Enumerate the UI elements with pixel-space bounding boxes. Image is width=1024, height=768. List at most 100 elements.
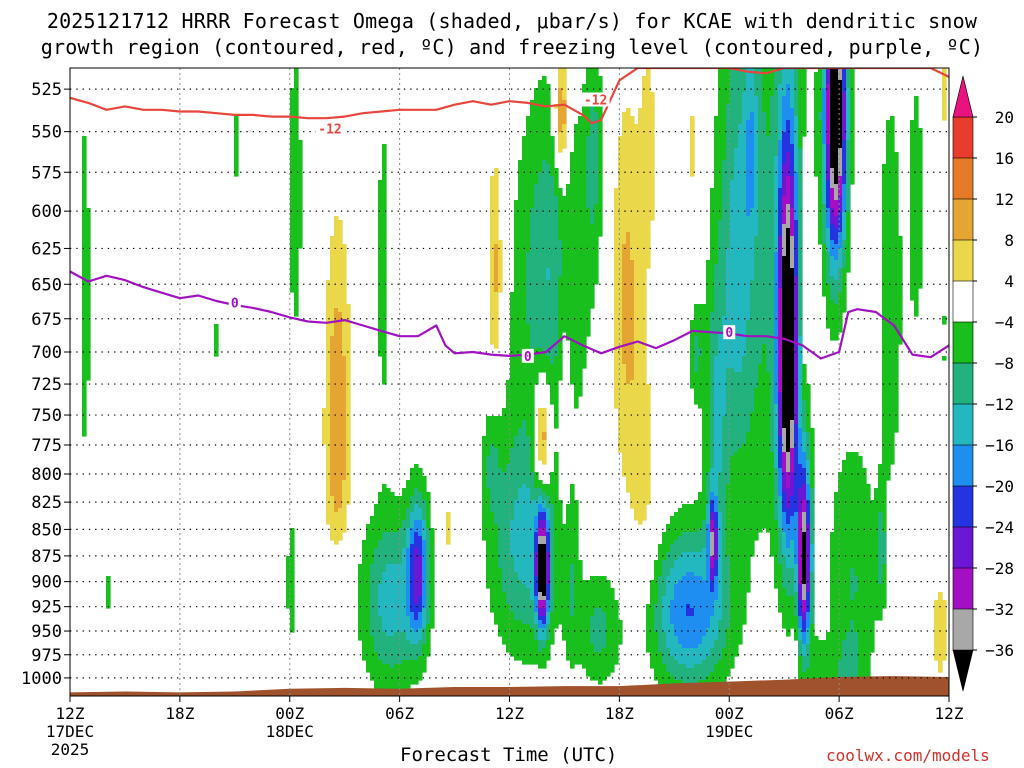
omega-cell bbox=[334, 216, 339, 221]
omega-cell bbox=[622, 340, 635, 345]
omega-cell bbox=[794, 364, 799, 369]
omega-cell bbox=[710, 524, 715, 529]
omega-cell bbox=[790, 444, 795, 449]
omega-cell bbox=[618, 136, 655, 141]
omega-cell bbox=[758, 368, 767, 373]
omega-cell bbox=[882, 568, 887, 573]
omega-cell bbox=[802, 376, 807, 381]
omega-cell bbox=[794, 280, 799, 285]
omega-cell bbox=[798, 532, 803, 537]
omega-cell bbox=[842, 640, 859, 645]
omega-cell bbox=[850, 112, 855, 117]
omega-cell bbox=[358, 564, 371, 569]
contour-label: 0 bbox=[725, 326, 733, 341]
omega-cell bbox=[774, 352, 779, 357]
omega-cell bbox=[642, 92, 655, 97]
omega-cell bbox=[538, 664, 547, 669]
omega-cell bbox=[606, 612, 619, 617]
omega-cell bbox=[542, 592, 547, 597]
omega-cell bbox=[534, 484, 559, 489]
colorbar-bottom-arrow bbox=[952, 649, 974, 692]
omega-cell bbox=[486, 424, 523, 429]
omega-cell bbox=[374, 548, 403, 553]
omega-cell bbox=[234, 120, 239, 125]
omega-cell bbox=[822, 180, 827, 185]
omega-cell bbox=[758, 372, 771, 377]
omega-cell bbox=[802, 500, 807, 505]
omega-cell bbox=[822, 164, 827, 169]
omega-cell bbox=[498, 540, 511, 545]
omega-cell bbox=[882, 324, 903, 329]
omega-cell bbox=[570, 612, 575, 617]
omega-cell bbox=[726, 264, 755, 269]
omega-cell bbox=[518, 168, 543, 173]
omega-cell bbox=[634, 364, 647, 369]
omega-cell bbox=[794, 212, 799, 217]
omega-cell bbox=[846, 632, 859, 637]
omega-cell bbox=[778, 456, 783, 461]
omega-cell bbox=[850, 596, 855, 601]
credit-link[interactable]: coolwx.com/models bbox=[826, 746, 990, 765]
omega-cell bbox=[518, 196, 535, 201]
omega-cell bbox=[326, 396, 331, 401]
omega-cell bbox=[774, 560, 779, 565]
omega-cell bbox=[526, 272, 547, 277]
omega-cell bbox=[286, 596, 295, 601]
omega-cell bbox=[490, 196, 499, 201]
omega-cell bbox=[562, 252, 599, 257]
omega-cell bbox=[410, 468, 423, 473]
omega-cell bbox=[286, 568, 295, 573]
omega-cell bbox=[910, 164, 923, 169]
omega-cell bbox=[814, 112, 819, 117]
omega-cell bbox=[554, 192, 563, 197]
omega-cell bbox=[514, 440, 531, 445]
omega-cell bbox=[810, 560, 815, 565]
omega-cell bbox=[598, 136, 603, 141]
omega-cell bbox=[882, 300, 903, 305]
omega-cell bbox=[330, 480, 343, 485]
omega-cell bbox=[830, 212, 835, 217]
omega-cell bbox=[534, 348, 543, 353]
omega-cell bbox=[430, 576, 435, 581]
omega-cell bbox=[538, 560, 547, 565]
omega-cell bbox=[518, 184, 535, 189]
omega-cell bbox=[366, 536, 383, 541]
omega-cell bbox=[802, 572, 807, 577]
omega-cell bbox=[782, 424, 791, 429]
omega-cell bbox=[538, 632, 547, 637]
omega-cell bbox=[826, 260, 831, 265]
omega-cell bbox=[214, 340, 219, 345]
omega-cell bbox=[322, 436, 331, 441]
omega-cell bbox=[842, 184, 847, 189]
omega-cell bbox=[710, 412, 715, 417]
omega-cell bbox=[546, 380, 559, 385]
omega-cell bbox=[410, 600, 415, 605]
omega-cell bbox=[818, 204, 823, 209]
omega-cell bbox=[550, 572, 555, 577]
omega-cell bbox=[850, 164, 855, 169]
omega-cell bbox=[798, 512, 803, 517]
omega-cell bbox=[666, 556, 679, 561]
omega-cell bbox=[570, 576, 575, 581]
omega-cell bbox=[850, 136, 855, 141]
omega-cell bbox=[322, 428, 331, 433]
omega-cell bbox=[530, 244, 563, 249]
omega-cell bbox=[794, 176, 799, 181]
omega-cell bbox=[714, 272, 727, 277]
omega-cell bbox=[286, 580, 295, 585]
omega-cell bbox=[498, 268, 503, 273]
omega-cell bbox=[290, 176, 303, 181]
omega-cell bbox=[326, 384, 331, 389]
omega-cell bbox=[722, 600, 731, 605]
omega-cell bbox=[618, 180, 655, 185]
omega-cell bbox=[622, 264, 635, 269]
omega-cell bbox=[842, 240, 847, 245]
omega-cell bbox=[490, 260, 495, 265]
omega-cell bbox=[614, 208, 655, 213]
omega-cell bbox=[794, 92, 799, 97]
omega-cell bbox=[430, 616, 435, 621]
omega-cell bbox=[614, 352, 623, 357]
omega-cell bbox=[742, 360, 763, 365]
omega-cell bbox=[882, 336, 903, 341]
omega-cell bbox=[794, 636, 799, 641]
